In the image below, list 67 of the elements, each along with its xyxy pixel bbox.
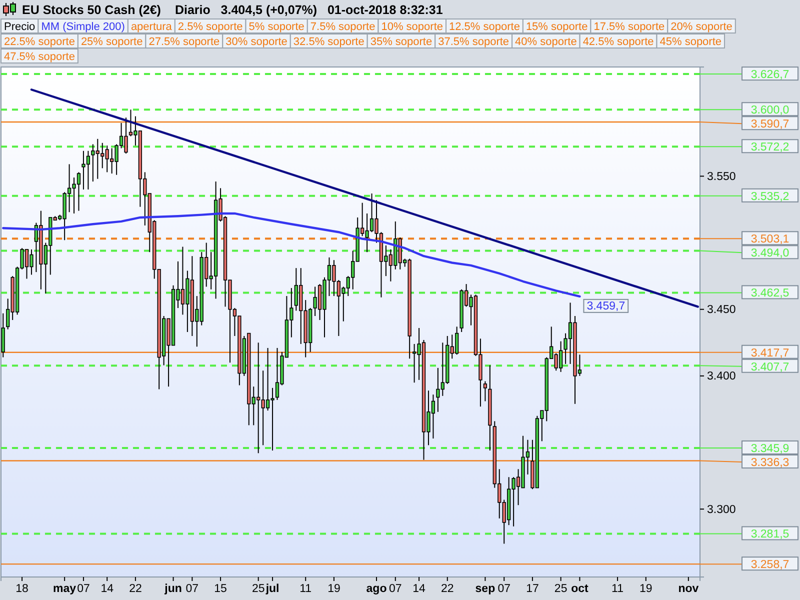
text: 25% soporte — [80, 36, 143, 48]
ref-line-label: 3.494,0 — [750, 248, 790, 260]
x-tick-label: 22 — [129, 583, 142, 596]
text: Precio — [4, 21, 36, 33]
x-tick-label: 22 — [440, 583, 454, 596]
x-tick-label: ago — [366, 583, 387, 596]
ref-line-label: 3.258,7 — [750, 559, 790, 572]
data-label: 3.459,7 — [586, 300, 626, 312]
x-tick-label: 07 — [77, 583, 90, 596]
x-tick-label: jun — [164, 583, 182, 596]
y-tick-label: 3.450 — [707, 304, 736, 316]
x-tick-label: 19 — [328, 583, 340, 596]
ref-line-label: 3.535,2 — [750, 190, 790, 203]
text: 20% soporte — [670, 21, 732, 33]
x-tick-label: 07 — [186, 583, 199, 596]
text: 47.5% soporte — [4, 51, 75, 63]
text: 7.5% soporte — [310, 21, 376, 33]
y-tick-label: 3.400 — [707, 370, 736, 383]
x-tick-label: sep — [475, 583, 496, 596]
text: MM (Simple 200) — [41, 21, 125, 33]
text: 40% soporte — [515, 36, 577, 48]
text: 42.5% soporte — [582, 36, 654, 48]
text: apertura — [130, 21, 173, 33]
x-tick-label: jul — [264, 583, 280, 596]
text: 22.5% soporte — [4, 36, 75, 48]
x-tick-label: 25 — [554, 583, 568, 596]
x-tick-label: 11 — [612, 583, 624, 596]
text: 35% soporte — [370, 36, 432, 48]
ref-line-label: 3.417,7 — [750, 347, 790, 360]
x-tick-label: 15 — [214, 583, 227, 596]
ref-line-label: 3.462,5 — [750, 288, 790, 300]
x-tick-label: 07 — [389, 583, 402, 596]
x-tick-label: 11 — [300, 583, 312, 596]
ref-line-label: 3.572,2 — [750, 142, 790, 154]
y-tick-label: 3.550 — [707, 170, 736, 183]
ref-line-label: 3.407,7 — [750, 361, 790, 374]
text: 10% soporte — [381, 21, 443, 33]
ref-line-label: 3.600,0 — [750, 104, 790, 117]
chart-subtitle: Diario 3.404,5 (+0,07%) 01-oct-2018 8:32:31 — [174, 3, 443, 17]
text: 2.5% soporte — [178, 21, 243, 33]
x-tick-label: oct — [571, 583, 589, 596]
x-tick-label: nov — [678, 583, 700, 596]
text: 12.5% soporte — [449, 21, 520, 33]
x-tick-label: 18 — [16, 583, 28, 596]
text: 15% soporte — [526, 21, 588, 33]
text: 45% soporte — [660, 36, 722, 48]
chart-title: EU Stocks 50 Cash (2€) — [22, 3, 161, 17]
ref-line-label: 3.345,9 — [750, 442, 790, 455]
y-tick-label: 3.300 — [707, 504, 736, 516]
ref-line-label: 3.626,7 — [750, 69, 790, 82]
text: 30% soporte — [226, 36, 288, 48]
text: 27.5% soporte — [148, 36, 220, 48]
ref-line-label: 3.336,3 — [750, 456, 790, 469]
ref-line-label: 3.503,1 — [750, 234, 790, 246]
text: 17.5% soporte — [594, 21, 665, 33]
ref-line-label: 3.281,5 — [750, 528, 790, 541]
x-tick-label: 07 — [498, 583, 510, 596]
x-tick-label: 25 — [252, 583, 265, 596]
x-tick-label: 19 — [639, 583, 652, 596]
text: 5% soporte — [248, 21, 304, 33]
x-tick-label: 14 — [100, 583, 114, 596]
ref-line-label: 3.590,7 — [750, 118, 790, 131]
x-tick-label: 14 — [412, 583, 426, 596]
text: 37.5% soporte — [438, 36, 510, 48]
text: 32.5% soporte — [293, 36, 364, 48]
x-tick-label: 17 — [526, 583, 539, 596]
x-tick-label: may — [53, 583, 77, 596]
